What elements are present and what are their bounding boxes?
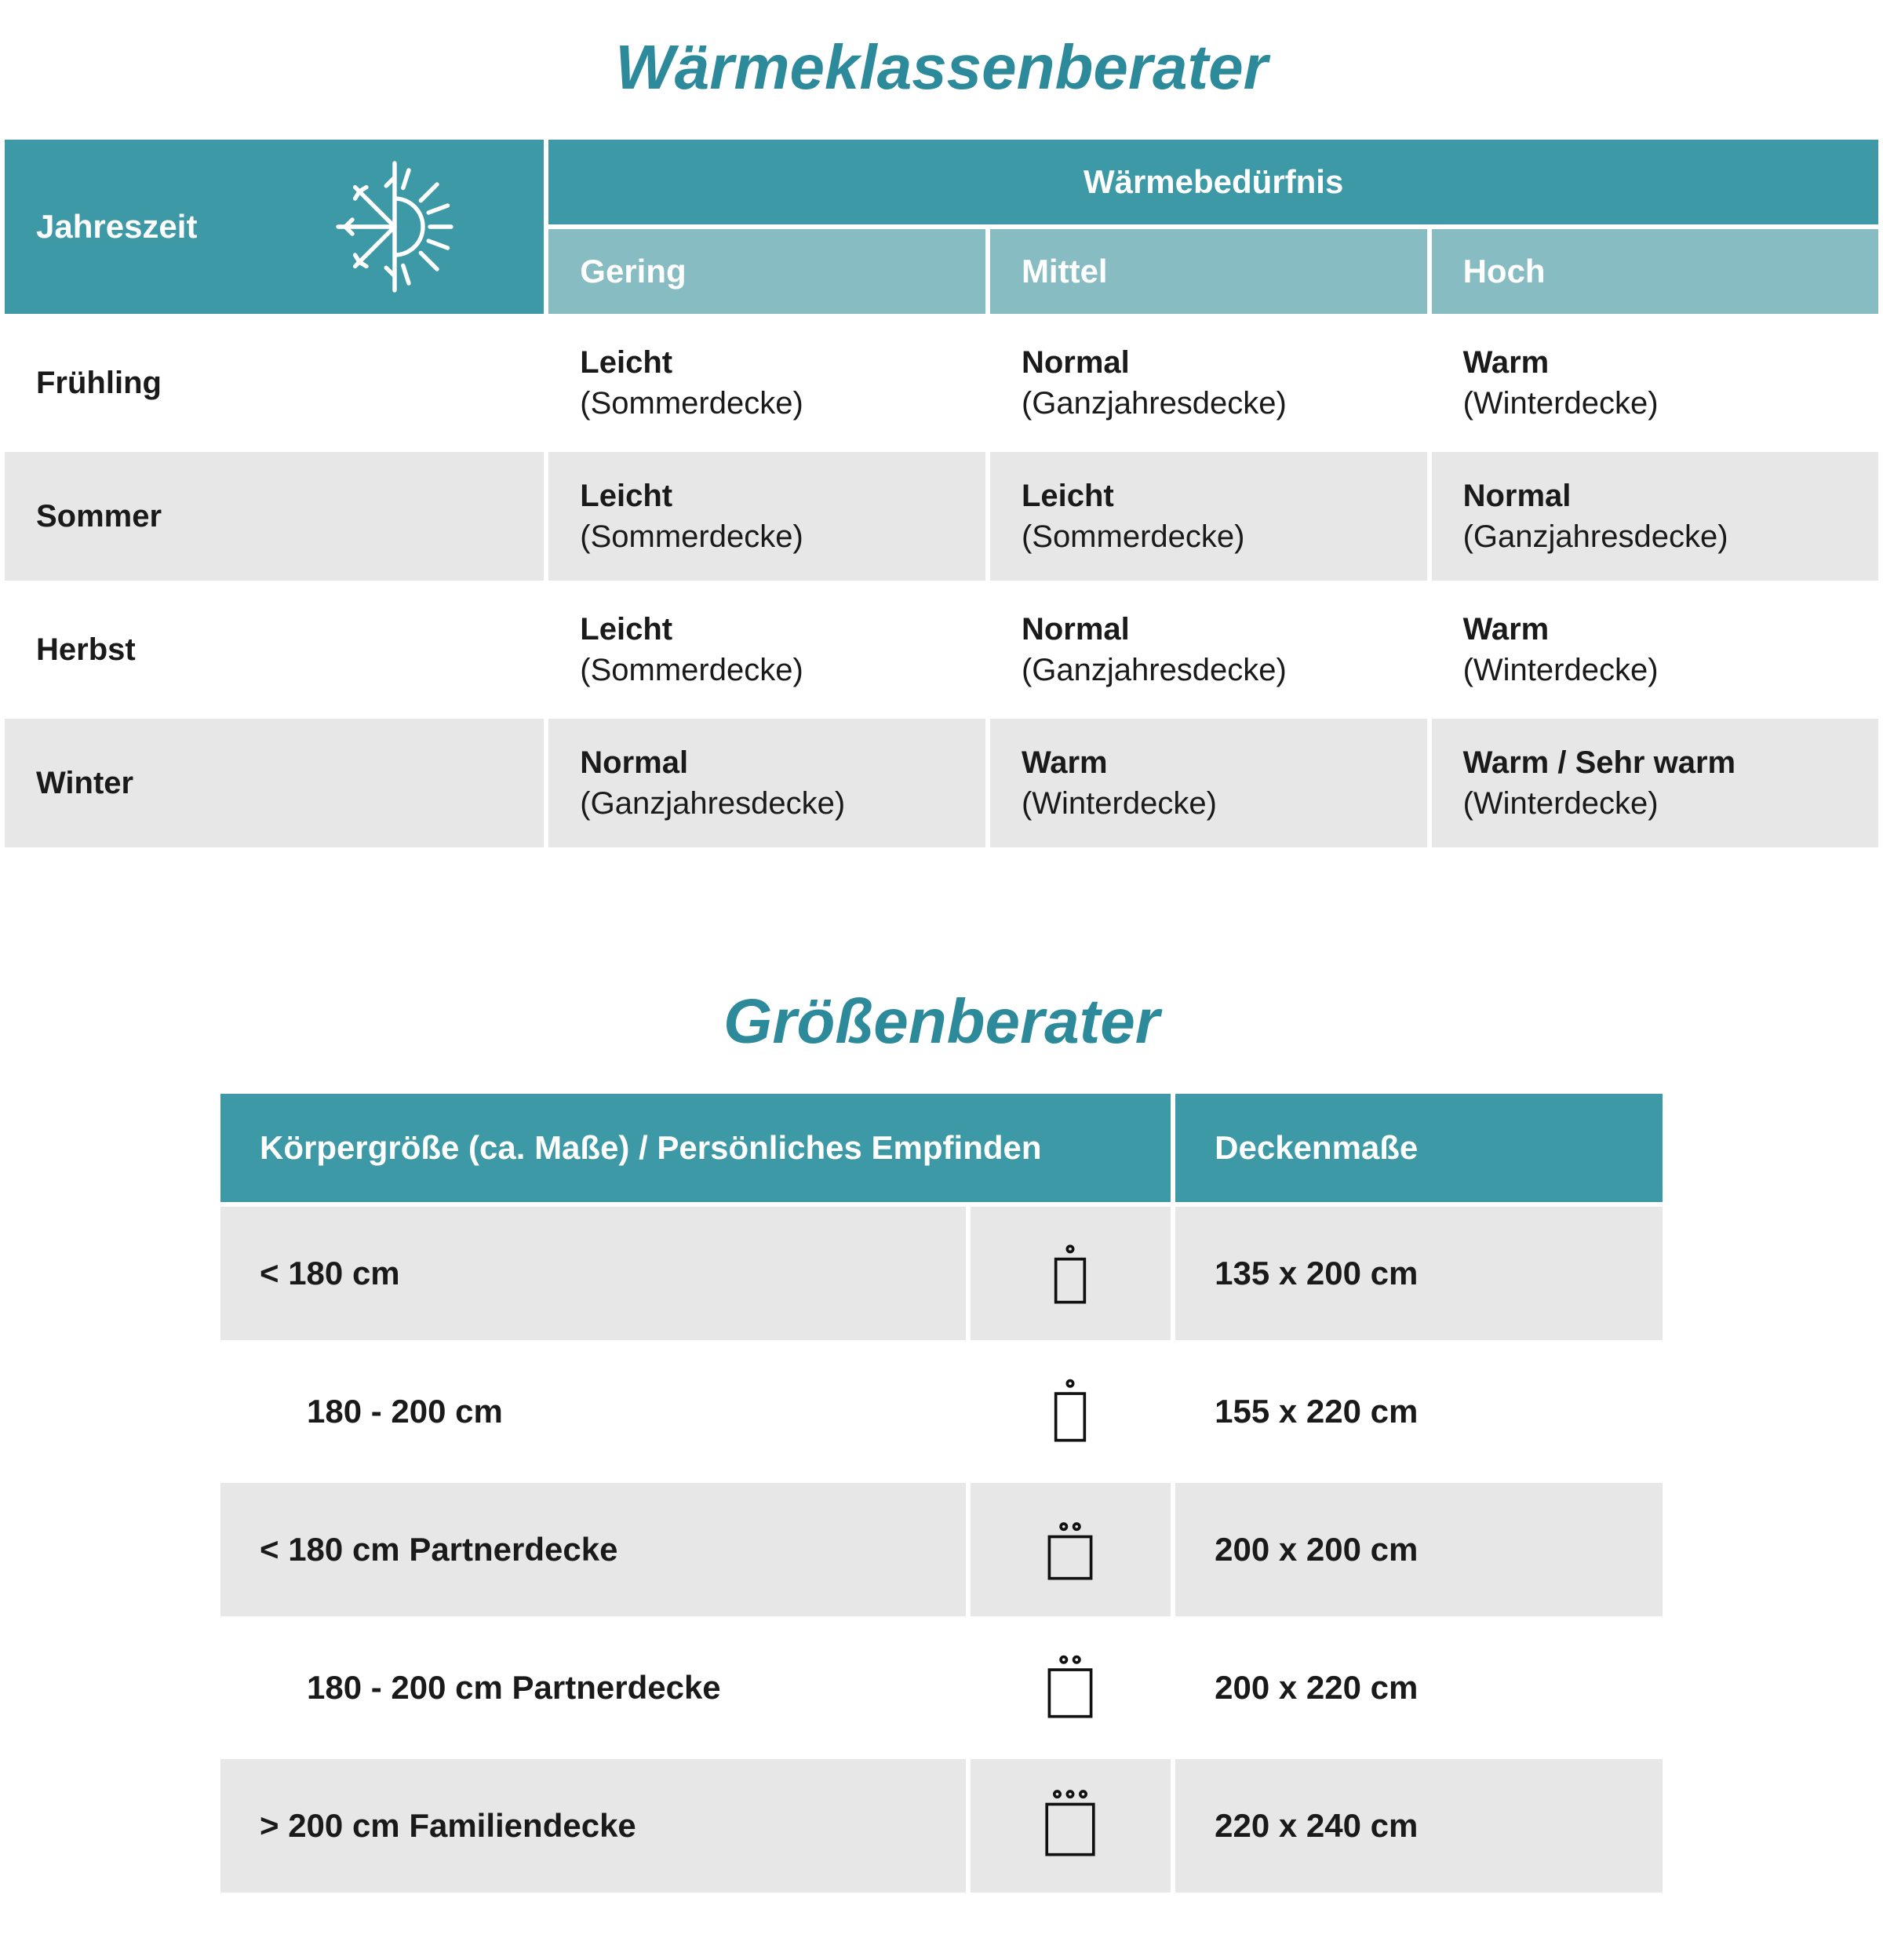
size-label: 180 - 200 cm Partnerdecke xyxy=(220,1621,966,1754)
recommendation-sub: (Ganzjahresdecke) xyxy=(1022,650,1396,690)
recommendation-cell: Normal (Ganzjahresdecke) xyxy=(990,319,1427,447)
size-header-left: Körpergröße (ca. Maße) / Persönliches Em… xyxy=(220,1094,1171,1202)
recommendation-cell: Warm / Sehr warm (Winterdecke) xyxy=(1432,719,1878,847)
recommendation-main: Normal xyxy=(1463,475,1847,516)
need-level-2: Hoch xyxy=(1432,229,1878,314)
warmth-row: Herbst Leicht (Sommerdecke) Normal (Ganz… xyxy=(5,585,1878,714)
recommendation-cell: Leicht (Sommerdecke) xyxy=(990,452,1427,581)
size-dimension: 135 x 200 cm xyxy=(1175,1207,1663,1340)
size-icon-cell xyxy=(971,1759,1171,1893)
recommendation-main: Leicht xyxy=(580,475,954,516)
recommendation-sub: (Winterdecke) xyxy=(1463,783,1847,824)
recommendation-sub: (Winterdecke) xyxy=(1022,783,1396,824)
recommendation-main: Warm / Sehr warm xyxy=(1463,742,1847,783)
recommendation-cell: Warm (Winterdecke) xyxy=(1432,585,1878,714)
recommendation-main: Leicht xyxy=(1022,475,1396,516)
size-dimension: 220 x 240 cm xyxy=(1175,1759,1663,1893)
warmth-row: Frühling Leicht (Sommerdecke) Normal (Ga… xyxy=(5,319,1878,447)
warmth-row: Winter Normal (Ganzjahresdecke) Warm (Wi… xyxy=(5,719,1878,847)
size-row: 180 - 200 cm 155 x 220 cm xyxy=(220,1345,1663,1478)
season-cell: Winter xyxy=(5,719,544,847)
blanket-icon xyxy=(1027,1368,1113,1455)
recommendation-sub: (Ganzjahresdecke) xyxy=(1463,516,1847,557)
need-header: Wärmebedürfnis xyxy=(548,140,1878,224)
recommendation-main: Normal xyxy=(1022,342,1396,383)
recommendation-sub: (Sommerdecke) xyxy=(580,516,954,557)
recommendation-sub: (Ganzjahresdecke) xyxy=(1022,383,1396,424)
size-label: < 180 cm xyxy=(220,1207,966,1340)
recommendation-cell: Leicht (Sommerdecke) xyxy=(548,319,985,447)
size-icon-cell xyxy=(971,1483,1171,1616)
recommendation-sub: (Sommerdecke) xyxy=(1022,516,1396,557)
season-cell: Frühling xyxy=(5,319,544,447)
recommendation-main: Warm xyxy=(1463,609,1847,650)
warmth-table: Jahreszeit Wärmebedürfnis GeringM xyxy=(0,135,1883,852)
size-dimension: 155 x 220 cm xyxy=(1175,1345,1663,1478)
recommendation-main: Normal xyxy=(580,742,954,783)
size-label: > 200 cm Familiendecke xyxy=(220,1759,966,1893)
season-cell: Herbst xyxy=(5,585,544,714)
need-level-0: Gering xyxy=(548,229,985,314)
size-icon-cell xyxy=(971,1621,1171,1754)
size-table: Körpergröße (ca. Maße) / Persönliches Em… xyxy=(216,1089,1667,1897)
season-cell: Sommer xyxy=(5,452,544,581)
recommendation-sub: (Ganzjahresdecke) xyxy=(580,783,954,824)
recommendation-main: Normal xyxy=(1022,609,1396,650)
recommendation-main: Leicht xyxy=(580,342,954,383)
recommendation-cell: Normal (Ganzjahresdecke) xyxy=(1432,452,1878,581)
recommendation-main: Warm xyxy=(1463,342,1847,383)
recommendation-sub: (Winterdecke) xyxy=(1463,650,1847,690)
need-level-1: Mittel xyxy=(990,229,1427,314)
size-row: < 180 cm Partnerdecke 200 x 200 cm xyxy=(220,1483,1663,1616)
blanket-icon xyxy=(1027,1783,1113,1869)
size-row: > 200 cm Familiendecke 220 x 240 cm xyxy=(220,1759,1663,1893)
recommendation-main: Warm xyxy=(1022,742,1396,783)
size-label: < 180 cm Partnerdecke xyxy=(220,1483,966,1616)
size-icon-cell xyxy=(971,1207,1171,1340)
size-header-right: Deckenmaße xyxy=(1175,1094,1663,1202)
recommendation-sub: (Sommerdecke) xyxy=(580,383,954,424)
recommendation-sub: (Winterdecke) xyxy=(1463,383,1847,424)
size-title: Größenberater xyxy=(0,985,1883,1058)
blanket-icon xyxy=(1027,1645,1113,1731)
recommendation-cell: Leicht (Sommerdecke) xyxy=(548,585,985,714)
season-header: Jahreszeit xyxy=(36,208,197,245)
snowflake-sun-icon xyxy=(324,156,465,297)
size-icon-cell xyxy=(971,1345,1171,1478)
size-dimension: 200 x 200 cm xyxy=(1175,1483,1663,1616)
size-label: 180 - 200 cm xyxy=(220,1345,966,1478)
recommendation-cell: Normal (Ganzjahresdecke) xyxy=(990,585,1427,714)
recommendation-sub: (Sommerdecke) xyxy=(580,650,954,690)
size-row: < 180 cm 135 x 200 cm xyxy=(220,1207,1663,1340)
size-row: 180 - 200 cm Partnerdecke 200 x 220 cm xyxy=(220,1621,1663,1754)
warmth-row: Sommer Leicht (Sommerdecke) Leicht (Somm… xyxy=(5,452,1878,581)
recommendation-cell: Normal (Ganzjahresdecke) xyxy=(548,719,985,847)
warmth-title: Wärmeklassenberater xyxy=(0,31,1883,104)
recommendation-cell: Leicht (Sommerdecke) xyxy=(548,452,985,581)
blanket-icon xyxy=(1027,1230,1113,1317)
blanket-icon xyxy=(1027,1506,1113,1593)
recommendation-cell: Warm (Winterdecke) xyxy=(990,719,1427,847)
size-dimension: 200 x 220 cm xyxy=(1175,1621,1663,1754)
recommendation-cell: Warm (Winterdecke) xyxy=(1432,319,1878,447)
recommendation-main: Leicht xyxy=(580,609,954,650)
